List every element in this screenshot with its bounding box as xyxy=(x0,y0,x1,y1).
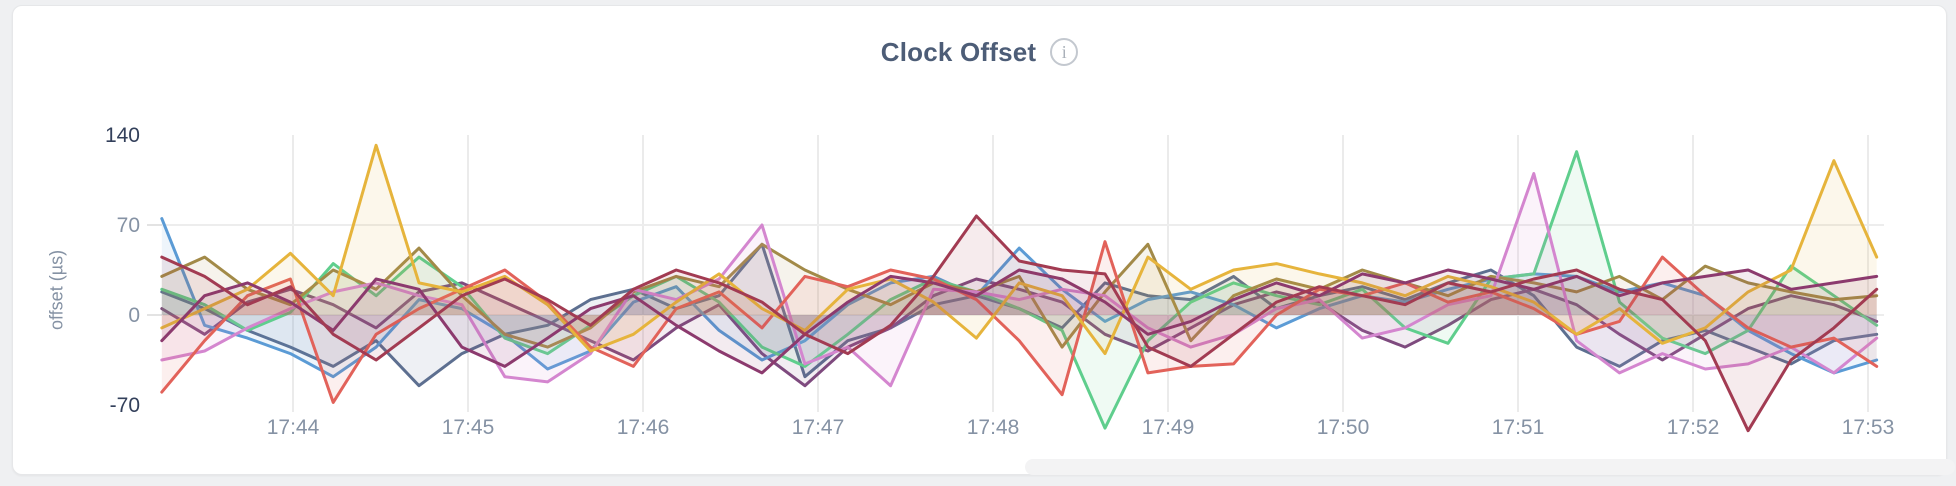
info-icon-glyph: i xyxy=(1061,42,1067,62)
x-tick-label: 17:49 xyxy=(1142,416,1195,439)
series-line-maroon xyxy=(160,214,1879,433)
x-tick-label: 17:50 xyxy=(1317,416,1370,439)
series-fill-orchid xyxy=(161,173,1877,386)
series-line-coral xyxy=(160,240,1879,404)
series-line-orchid xyxy=(160,172,1879,388)
x-tick-label: 17:47 xyxy=(792,416,845,439)
y-tick-label: 70 xyxy=(117,214,140,237)
x-tick-label: 17:45 xyxy=(442,416,495,439)
x-tick-label: 17:46 xyxy=(617,416,670,439)
series-fill-blue xyxy=(161,218,1877,377)
y-tick-label: -70 xyxy=(110,394,140,417)
series-fill-plum xyxy=(161,270,1877,373)
series-fill-gold xyxy=(161,145,1877,354)
series-line-gold xyxy=(160,143,1879,356)
series-line-purple xyxy=(160,277,1879,388)
x-tick-label: 17:51 xyxy=(1492,416,1545,439)
y-tick-label: 0 xyxy=(128,304,140,327)
series-fill-slate xyxy=(161,244,1877,386)
x-tick-label: 17:48 xyxy=(967,416,1020,439)
horizontal-scrollbar-thumb[interactable] xyxy=(1025,459,1955,475)
y-tick-label: 140 xyxy=(105,124,140,147)
chart-header: Clock Offset i xyxy=(13,34,1946,70)
x-tick-label: 17:44 xyxy=(267,416,320,439)
x-tick-label: 17:53 xyxy=(1842,416,1895,439)
series-fill-olive xyxy=(161,244,1877,348)
chart-panel-card: Clock Offset i xyxy=(12,5,1955,475)
chart-title: Clock Offset xyxy=(880,36,1037,67)
series-line-olive xyxy=(160,242,1879,349)
info-icon[interactable]: i xyxy=(1050,38,1079,66)
series-fill-coral xyxy=(161,241,1877,403)
series-line-green xyxy=(160,150,1879,430)
x-tick-label: 17:52 xyxy=(1667,416,1720,439)
series-line-plum xyxy=(160,268,1879,375)
